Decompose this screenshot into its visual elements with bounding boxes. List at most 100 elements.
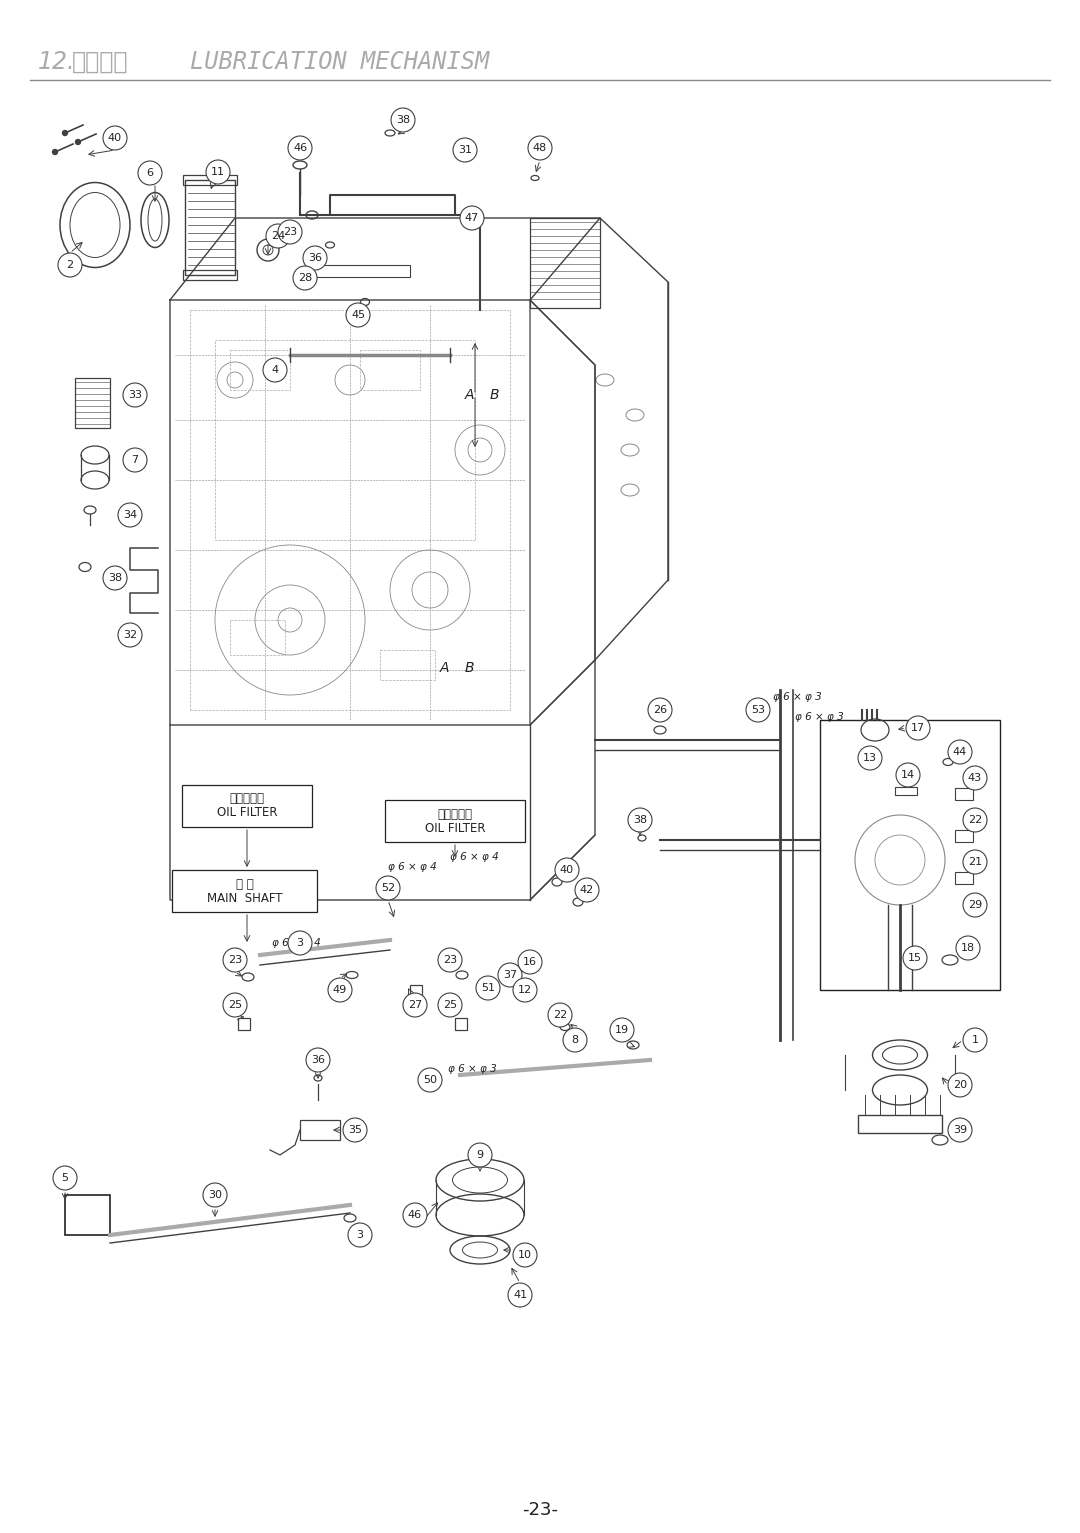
Circle shape [627,808,652,832]
Bar [410,986,422,1000]
Circle shape [610,1018,634,1042]
Circle shape [123,448,147,472]
Text: 23: 23 [283,227,297,238]
Circle shape [956,937,980,960]
Circle shape [906,716,930,740]
Text: 47: 47 [464,213,480,222]
Circle shape [438,993,462,1016]
Bar [65,1196,110,1236]
Bar [455,1018,467,1030]
Bar [172,871,318,912]
Text: 29: 29 [968,900,982,911]
Circle shape [896,763,920,786]
Text: 8: 8 [571,1035,579,1046]
Circle shape [222,947,247,972]
Circle shape [103,126,127,150]
Bar [955,829,973,842]
Circle shape [293,267,318,290]
Text: 23: 23 [228,955,242,964]
Bar [955,872,973,885]
Text: 25: 25 [228,1000,242,1010]
Circle shape [123,383,147,406]
Text: 48: 48 [532,143,548,153]
Text: B: B [465,661,474,675]
Text: φ 6 × φ 4: φ 6 × φ 4 [272,938,321,947]
Text: -23-: -23- [522,1501,558,1519]
Text: 49: 49 [333,986,347,995]
Text: 42: 42 [580,885,594,895]
Text: 11: 11 [211,167,225,176]
Text: 33: 33 [129,389,141,400]
Circle shape [548,1003,572,1027]
Text: 17: 17 [910,724,926,733]
Text: 15: 15 [908,954,922,963]
Bar [820,721,1000,990]
Circle shape [403,1203,427,1226]
Circle shape [468,1144,492,1167]
Text: 13: 13 [863,753,877,763]
Bar [230,350,291,389]
Circle shape [264,359,287,382]
Text: φ 6 × φ 3: φ 6 × φ 3 [795,711,843,722]
Circle shape [138,161,162,185]
Bar [310,265,410,277]
Text: フィルター: フィルター [229,793,265,805]
Circle shape [555,858,579,881]
Circle shape [58,253,82,277]
Text: 26: 26 [653,705,667,714]
Text: 50: 50 [423,1075,437,1085]
Circle shape [963,808,987,832]
Circle shape [948,740,972,763]
Text: 30: 30 [208,1190,222,1200]
Bar [183,175,237,185]
Text: 43: 43 [968,773,982,783]
Text: 37: 37 [503,970,517,980]
Text: φ 6 × φ 3: φ 6 × φ 3 [773,691,822,702]
Bar [183,270,237,281]
Text: 40: 40 [108,133,122,143]
Text: A: A [440,661,449,675]
Circle shape [746,698,770,722]
Circle shape [118,503,141,527]
Circle shape [391,107,415,132]
Circle shape [328,978,352,1003]
Bar [384,800,525,842]
Circle shape [343,1118,367,1142]
Text: 1: 1 [972,1035,978,1046]
Text: 20: 20 [953,1081,967,1090]
Text: 2: 2 [67,261,73,270]
Ellipse shape [53,150,57,155]
Circle shape [453,138,477,162]
Text: 23: 23 [443,955,457,964]
Circle shape [648,698,672,722]
Text: 53: 53 [751,705,765,714]
Circle shape [518,950,542,973]
Text: 36: 36 [308,253,322,264]
Bar [530,218,600,308]
Circle shape [288,931,312,955]
Text: 32: 32 [123,630,137,639]
Circle shape [963,766,987,789]
Circle shape [376,875,400,900]
Text: φ 6 × φ 3: φ 6 × φ 3 [448,1064,497,1075]
Bar [380,650,435,681]
Text: 40: 40 [559,865,575,875]
Bar [858,1114,942,1133]
Circle shape [858,747,882,770]
Text: 16: 16 [523,957,537,967]
Text: 51: 51 [481,983,495,993]
Text: 34: 34 [123,510,137,520]
Circle shape [963,894,987,917]
Text: φ 6 × φ 4: φ 6 × φ 4 [450,852,499,862]
Circle shape [278,221,302,244]
Ellipse shape [76,140,81,144]
Text: A: A [465,388,474,402]
Text: 41: 41 [513,1289,527,1300]
Text: 46: 46 [408,1210,422,1220]
Text: 12: 12 [518,986,532,995]
Circle shape [575,878,599,901]
Circle shape [476,977,500,1000]
Ellipse shape [63,130,67,135]
Text: 22: 22 [968,816,982,825]
Text: 4: 4 [271,365,279,376]
